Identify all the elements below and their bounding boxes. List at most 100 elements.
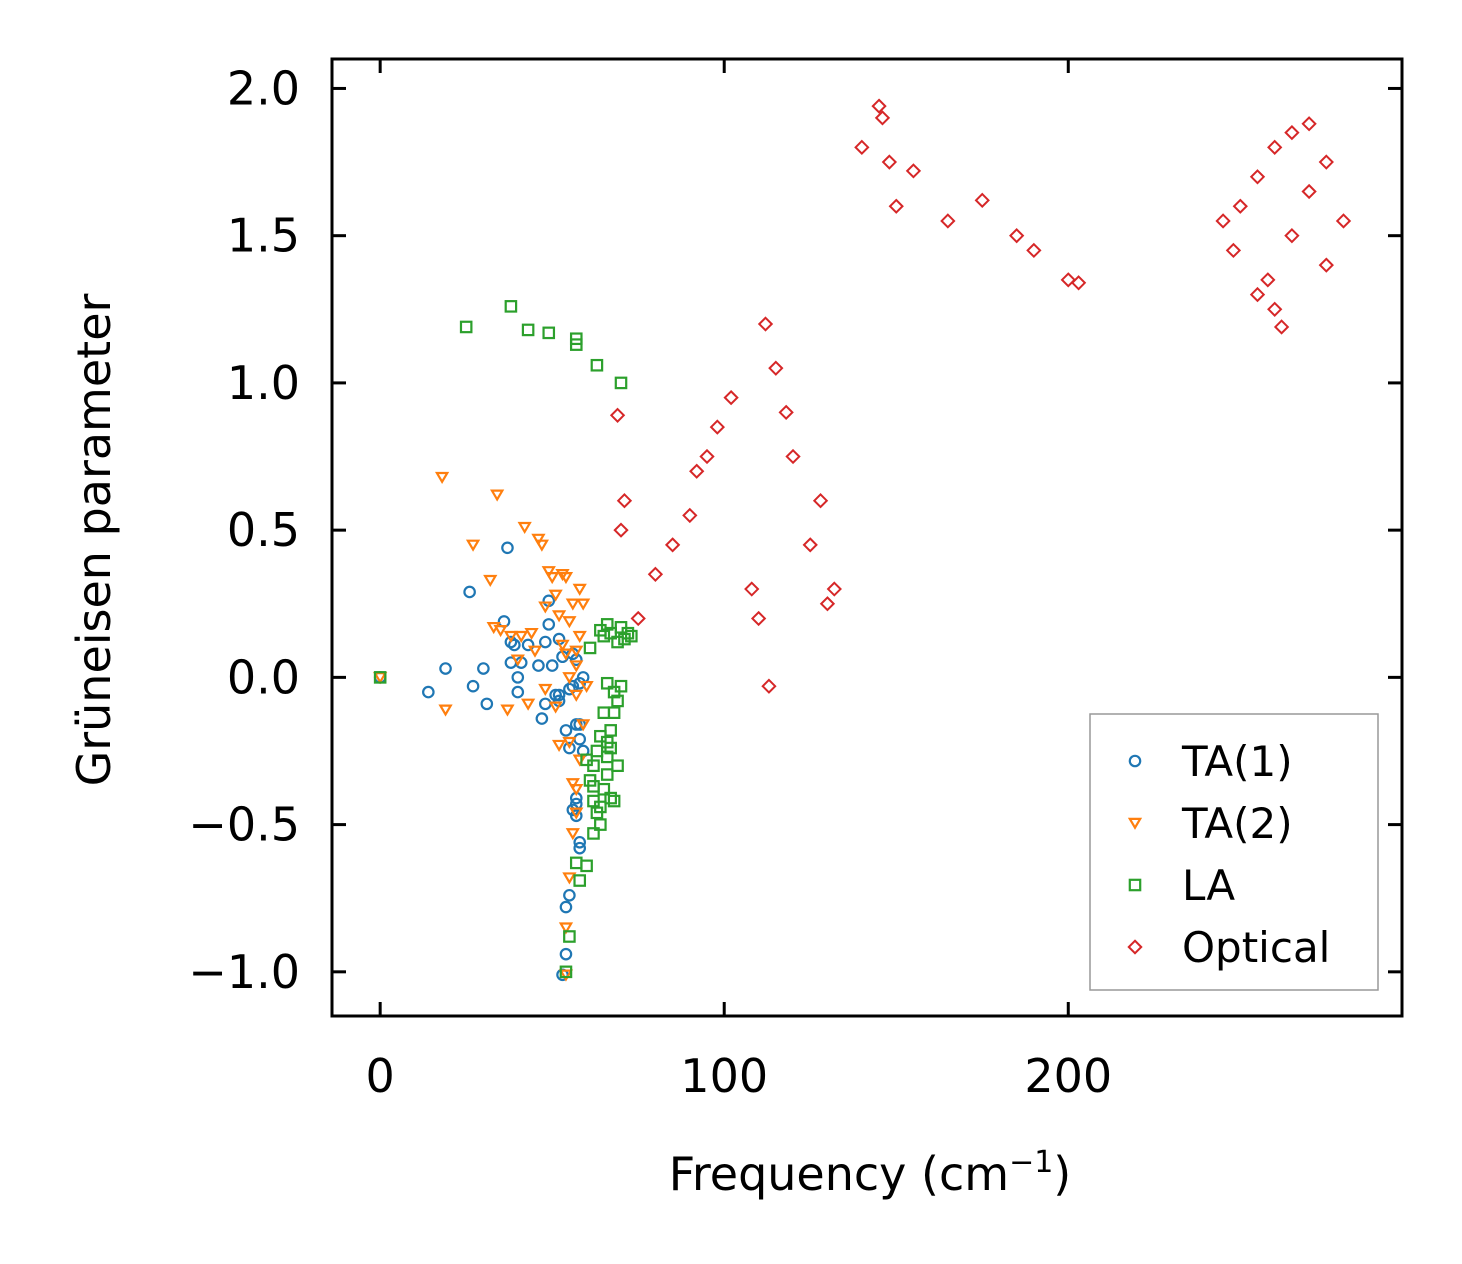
data-point [625, 629, 638, 643]
data-point [493, 624, 508, 638]
data-point [552, 688, 566, 702]
data-point [664, 537, 681, 553]
data-point [517, 521, 532, 535]
data-point [590, 358, 604, 372]
data-point [1301, 116, 1317, 132]
data-point [559, 724, 573, 737]
y-tick-label: −1.0 [188, 945, 300, 999]
data-point [594, 818, 607, 831]
x-axis-label: Frequency (cm−1) [669, 1145, 1072, 1201]
data-point [573, 841, 587, 855]
data-point [579, 680, 594, 694]
y-axis-label: Grüneisen parameter [67, 293, 121, 786]
data-point [535, 712, 549, 725]
data-point [521, 323, 535, 337]
data-point [1284, 228, 1300, 244]
data-point [580, 753, 593, 767]
data-point [511, 685, 525, 699]
data-point [548, 701, 563, 714]
legend-label: TA(2) [1181, 799, 1293, 848]
data-point [768, 360, 784, 376]
data-point [531, 533, 546, 546]
data-point [501, 541, 514, 555]
data-point [871, 98, 887, 114]
data-point [463, 585, 476, 599]
data-point [757, 316, 774, 332]
data-point [1249, 169, 1266, 185]
data-point [565, 778, 580, 791]
data-point [1060, 272, 1076, 288]
data-point [594, 800, 607, 814]
data-point [538, 601, 553, 614]
legend-label: TA(1) [1181, 737, 1293, 786]
data-point [614, 679, 628, 693]
data-point [614, 376, 628, 390]
data-point [607, 706, 621, 720]
data-point [874, 110, 891, 126]
data-point [611, 759, 624, 773]
data-point [521, 638, 535, 652]
data-point [565, 828, 580, 841]
data-point [439, 662, 452, 675]
legend-label: LA [1182, 861, 1235, 910]
data-point [1070, 275, 1087, 291]
data-point [1273, 319, 1290, 335]
data-point [590, 744, 604, 758]
data-point [1318, 154, 1334, 170]
plot-frame [330, 57, 1404, 1018]
legend: TA(1) TA(2) LA Optical [1089, 713, 1379, 991]
data-point [1009, 228, 1025, 244]
data-point [597, 706, 611, 720]
data-point [563, 741, 576, 755]
data-point [551, 610, 567, 623]
data-point [459, 320, 473, 334]
data-point [600, 618, 614, 631]
data-point [1335, 213, 1352, 229]
data-point [583, 641, 597, 655]
plot-area [373, 98, 1352, 982]
data-point [542, 326, 556, 340]
series-optical [609, 98, 1352, 694]
data-point [699, 448, 715, 465]
series-ta-2- [373, 471, 594, 982]
data-point [569, 338, 583, 351]
data-point [559, 900, 573, 914]
data-point [541, 566, 556, 579]
data-point [520, 698, 536, 711]
data-point [573, 874, 587, 887]
data-point [465, 539, 481, 552]
data-point [555, 639, 570, 652]
data-point [576, 598, 591, 611]
y-tick-label: 0.5 [227, 503, 300, 557]
y-tick-label: 0.0 [227, 650, 300, 704]
data-point [647, 566, 664, 582]
data-point [630, 610, 646, 627]
data-point [503, 630, 519, 643]
data-point [508, 638, 521, 652]
data-point [510, 654, 525, 667]
data-point [569, 660, 584, 673]
data-point [534, 539, 549, 552]
data-point [723, 389, 739, 406]
x-tick-label: 200 [1024, 1049, 1112, 1103]
data-point [609, 407, 626, 423]
data-point [527, 645, 543, 658]
data-point [504, 300, 518, 313]
data-point [558, 922, 574, 935]
legend-label: Optical [1182, 923, 1330, 972]
data-point [562, 736, 577, 750]
legend-marker [1128, 878, 1142, 892]
data-point [563, 930, 576, 943]
data-point [709, 419, 725, 435]
data-point [940, 213, 956, 229]
data-point [500, 704, 515, 717]
data-point [572, 630, 587, 643]
data-point [422, 685, 435, 699]
y-tick-label: 2.0 [227, 61, 300, 115]
data-point [559, 965, 573, 979]
data-point [682, 507, 698, 524]
data-point [1026, 242, 1042, 259]
data-point [689, 463, 705, 479]
data-point [573, 835, 587, 849]
data-point [604, 724, 617, 737]
